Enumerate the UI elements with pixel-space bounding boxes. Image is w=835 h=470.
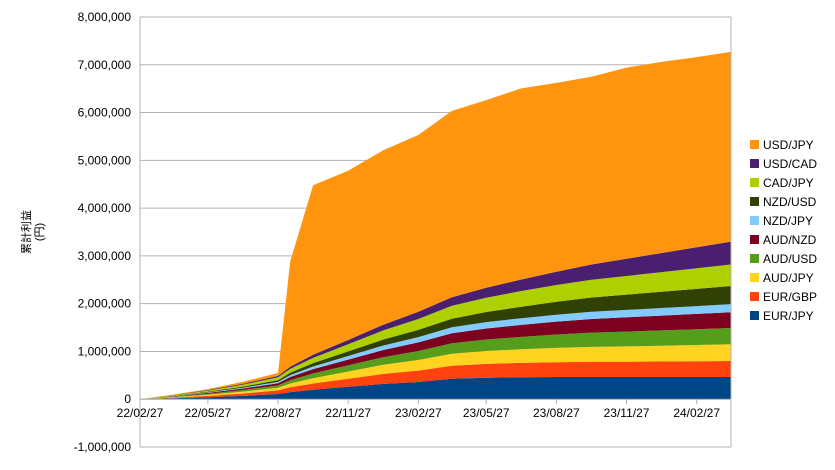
legend-label: NZD/JPY	[763, 214, 813, 228]
x-tick-label: 22/02/27	[117, 406, 164, 420]
legend-swatch-nzd-jpy	[750, 216, 759, 225]
legend: USD/JPY USD/CAD CAD/JPY NZD/USD NZD/JPY AUD/N…	[750, 138, 817, 323]
y-tick-label: 2,000,000	[78, 297, 132, 311]
y-tick-label: 8,000,000	[78, 10, 132, 24]
y-tick-labels: -1,000,000 0 1,000,000 2,000,000 3,000,000 4,…	[74, 10, 132, 454]
legend-label: NZD/USD	[763, 195, 817, 209]
x-tick-label: 22/11/27	[325, 406, 371, 420]
y-tick-label: 3,000,000	[78, 249, 132, 263]
legend-label: USD/CAD	[763, 157, 817, 171]
x-tick-label: 23/11/27	[604, 406, 650, 420]
y-axis-title: 累計利益 (円)	[19, 210, 46, 254]
y-axis-label: 累計利益 (円)	[19, 210, 46, 254]
series-area-eur-jpy	[140, 377, 731, 400]
legend-swatch-aud-usd	[750, 254, 759, 263]
legend-swatch-aud-nzd	[750, 235, 759, 244]
y-tick-label: 7,000,000	[78, 58, 132, 72]
y-tick-label: 6,000,000	[78, 106, 132, 120]
legend-label: AUD/NZD	[763, 233, 817, 247]
series-area-aud-usd	[140, 328, 731, 400]
series-area-nzd-jpy	[140, 304, 731, 400]
legend-swatch-nzd-usd	[750, 197, 759, 206]
x-tick-label: 24/02/27	[673, 406, 720, 420]
series-area-usd-jpy	[140, 51, 731, 400]
x-tick-label: 23/05/27	[463, 406, 510, 420]
axes	[139, 17, 732, 448]
series-areas	[140, 51, 731, 400]
legend-swatch-eur-jpy	[750, 311, 759, 320]
y-tick-label: -1,000,000	[74, 440, 132, 454]
y-tick-label: 5,000,000	[78, 153, 132, 167]
x-tick-label: 22/08/27	[255, 406, 302, 420]
series-area-cad-jpy	[140, 264, 731, 400]
legend-swatch-usd-jpy	[750, 140, 759, 149]
x-tick-label: 23/08/27	[533, 406, 580, 420]
legend-label: CAD/JPY	[763, 176, 814, 190]
series-area-aud-nzd	[140, 312, 731, 400]
series-area-aud-jpy	[140, 344, 731, 400]
legend-swatch-usd-cad	[750, 159, 759, 168]
legend-label: EUR/JPY	[763, 309, 814, 323]
legend-label: AUD/USD	[763, 252, 817, 266]
y-axis-title-line: 累計利益	[19, 210, 33, 254]
legend-label: AUD/JPY	[763, 271, 814, 285]
series-area-usd-cad	[140, 241, 731, 400]
y-tick-label: 4,000,000	[78, 201, 132, 215]
y-tick-label: 0	[124, 392, 131, 406]
x-tick-labels: 22/02/27 22/05/27 22/08/27 22/11/27 23/02/27…	[117, 399, 720, 420]
legend-label: USD/JPY	[763, 138, 814, 152]
legend-label: EUR/GBP	[763, 290, 817, 304]
x-tick-label: 22/05/27	[185, 406, 232, 420]
x-tick-label: 23/02/27	[395, 406, 442, 420]
legend-swatch-eur-gbp	[750, 292, 759, 301]
series-area-nzd-usd	[140, 286, 731, 400]
legend-swatch-cad-jpy	[750, 178, 759, 187]
y-tick-label: 1,000,000	[78, 344, 132, 358]
series-area-eur-gbp	[140, 361, 731, 400]
y-axis-title-line: (円)	[34, 223, 46, 241]
legend-swatch-aud-jpy	[750, 273, 759, 282]
